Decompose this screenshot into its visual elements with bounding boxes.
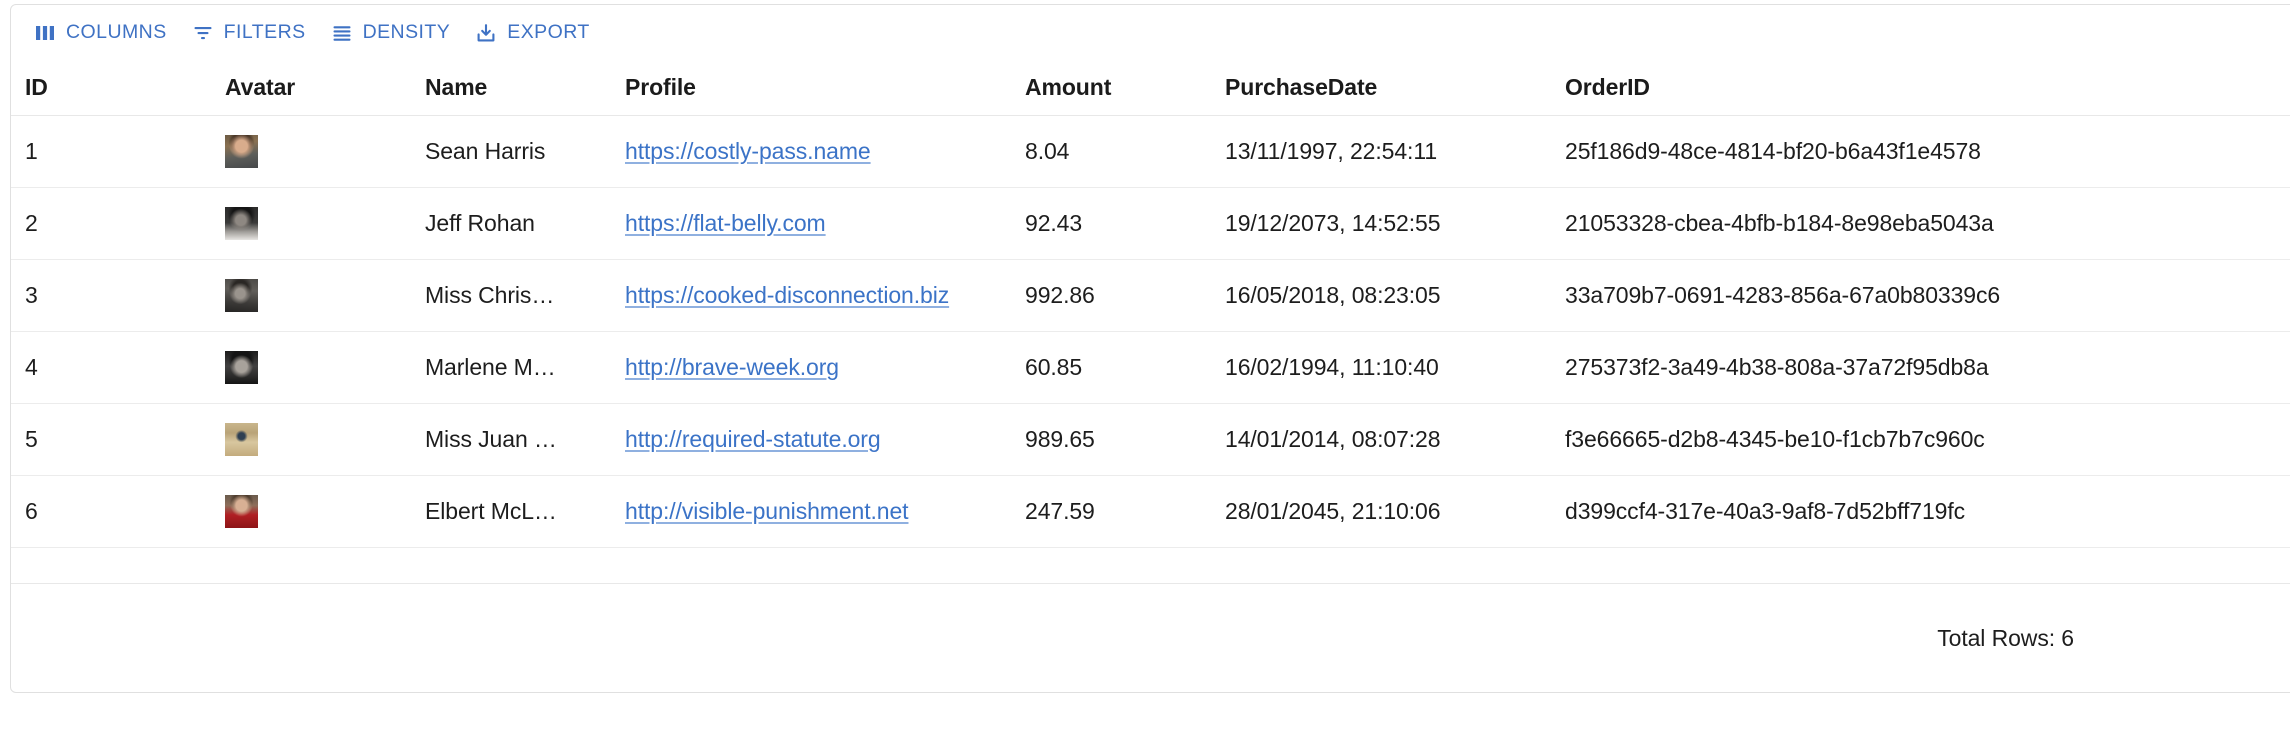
cell-name[interactable]: Elbert McL… (411, 498, 611, 525)
cell-orderid[interactable]: 21053328-cbea-4bfb-b184-8e98eba5043a (1565, 210, 1994, 236)
cell-name-text: Sean Harris (425, 138, 546, 164)
cell-id[interactable]: 3 (25, 282, 38, 308)
export-button[interactable]: EXPORT (464, 15, 600, 51)
filters-button[interactable]: FILTERS (181, 15, 316, 51)
cell-orderid[interactable]: 275373f2-3a49-4b38-808a-37a72f95db8a (1565, 354, 1989, 380)
cell-orderid[interactable]: 33a709b7-0691-4283-856a-67a0b80339c6 (1565, 282, 2001, 308)
cell-profile[interactable]: https://cooked-disconnection.biz (611, 282, 1011, 309)
cell-name[interactable]: Miss Juan … (411, 426, 611, 453)
cell-name-text: Elbert McL… (425, 498, 557, 524)
cell-amount[interactable]: 8.04 (1025, 138, 1070, 164)
export-button-label: EXPORT (507, 21, 590, 43)
table-row[interactable]: 5 Miss Juan … http://required-statute.or… (11, 404, 2290, 476)
cell-name[interactable]: Sean Harris (411, 138, 611, 165)
column-header-id[interactable]: ID (25, 74, 48, 100)
density-button-label: DENSITY (362, 21, 451, 43)
grid-footer: Total Rows: 6 (11, 583, 2290, 692)
cell-name-text: Jeff Rohan (425, 210, 535, 236)
cell-name[interactable]: Miss Chris… (411, 282, 611, 309)
column-header-profile[interactable]: Profile (625, 74, 696, 100)
cell-orderid[interactable]: d399ccf4-317e-40a3-9af8-7d52bff719fc (1565, 498, 1966, 524)
grid-toolbar: COLUMNS FILTERS (11, 5, 2290, 60)
cell-id[interactable]: 1 (25, 138, 38, 164)
cell-name[interactable]: Jeff Rohan (411, 210, 611, 237)
profile-link[interactable]: https://cooked-disconnection.biz (625, 282, 950, 308)
cell-id[interactable]: 6 (25, 498, 38, 524)
density-icon (330, 21, 354, 45)
cell-purchasedate[interactable]: 16/02/1994, 11:10:40 (1225, 354, 1439, 380)
cell-name-text: Marlene M… (425, 354, 556, 380)
cell-amount[interactable]: 992.86 (1025, 282, 1095, 308)
cell-amount[interactable]: 92.43 (1025, 210, 1083, 236)
table-row[interactable]: 2 Jeff Rohan https://flat-belly.com 92.4… (11, 188, 2290, 260)
cell-purchasedate[interactable]: 14/01/2014, 08:07:28 (1225, 426, 1441, 452)
cell-purchasedate[interactable]: 16/05/2018, 08:23:05 (1225, 282, 1441, 308)
cell-avatar[interactable] (211, 423, 411, 456)
table-row[interactable]: 4 Marlene M… http://brave-week.org 60.85… (11, 332, 2290, 404)
column-header-row: ID Avatar Name Profile Amount PurchaseDa… (11, 60, 2290, 116)
cell-profile[interactable]: https://costly-pass.name (611, 138, 1011, 165)
cell-id[interactable]: 4 (25, 354, 38, 380)
columns-button[interactable]: COLUMNS (23, 15, 177, 51)
columns-button-label: COLUMNS (66, 21, 167, 43)
profile-link[interactable]: http://brave-week.org (625, 354, 839, 380)
column-header-name[interactable]: Name (425, 74, 488, 100)
table-row[interactable]: 3 Miss Chris… https://cooked-disconnecti… (11, 260, 2290, 332)
filters-button-label: FILTERS (223, 21, 306, 43)
cell-avatar[interactable] (211, 495, 411, 528)
cell-name[interactable]: Marlene M… (411, 354, 611, 381)
cell-avatar[interactable] (211, 351, 411, 384)
data-grid: COLUMNS FILTERS (10, 4, 2290, 693)
cell-profile[interactable]: http://visible-punishment.net (611, 498, 1011, 525)
cell-id[interactable]: 2 (25, 210, 38, 236)
cell-profile[interactable]: http://brave-week.org (611, 354, 1011, 381)
grid-body: 1 Sean Harris https://costly-pass.name 8… (11, 116, 2290, 548)
avatar-image (225, 279, 258, 312)
cell-avatar[interactable] (211, 135, 411, 168)
cell-purchasedate[interactable]: 28/01/2045, 21:10:06 (1225, 498, 1441, 524)
filter-icon (191, 21, 215, 45)
profile-link[interactable]: https://flat-belly.com (625, 210, 826, 236)
columns-icon (33, 21, 57, 45)
avatar-image (225, 423, 258, 456)
avatar-image (225, 495, 258, 528)
cell-purchasedate[interactable]: 19/12/2073, 14:52:55 (1225, 210, 1441, 236)
cell-name-text: Miss Chris… (425, 282, 555, 308)
density-button[interactable]: DENSITY (320, 15, 461, 51)
cell-amount[interactable]: 247.59 (1025, 498, 1095, 524)
cell-profile[interactable]: http://required-statute.org (611, 426, 1011, 453)
avatar-image (225, 351, 258, 384)
cell-orderid[interactable]: f3e66665-d2b8-4345-be10-f1cb7b7c960c (1565, 426, 1985, 452)
table-row[interactable]: 1 Sean Harris https://costly-pass.name 8… (11, 116, 2290, 188)
cell-id[interactable]: 5 (25, 426, 38, 452)
cell-orderid[interactable]: 25f186d9-48ce-4814-bf20-b6a43f1e4578 (1565, 138, 1981, 164)
avatar-image (225, 135, 258, 168)
cell-amount[interactable]: 989.65 (1025, 426, 1095, 452)
cell-avatar[interactable] (211, 279, 411, 312)
column-header-orderid[interactable]: OrderID (1565, 74, 1650, 100)
cell-avatar[interactable] (211, 207, 411, 240)
profile-link[interactable]: https://costly-pass.name (625, 138, 871, 164)
column-header-amount[interactable]: Amount (1025, 74, 1112, 100)
table-row[interactable]: 6 Elbert McL… http://visible-punishment.… (11, 476, 2290, 548)
column-header-purchasedate[interactable]: PurchaseDate (1225, 74, 1378, 100)
total-rows-label: Total Rows: 6 (1937, 624, 2074, 651)
column-header-avatar[interactable]: Avatar (225, 74, 296, 100)
avatar-image (225, 207, 258, 240)
cell-amount[interactable]: 60.85 (1025, 354, 1083, 380)
cell-purchasedate[interactable]: 13/11/1997, 22:54:11 (1225, 138, 1438, 164)
export-icon (474, 21, 498, 45)
cell-name-text: Miss Juan … (425, 426, 557, 452)
profile-link[interactable]: http://required-statute.org (625, 426, 881, 452)
profile-link[interactable]: http://visible-punishment.net (625, 498, 909, 524)
cell-profile[interactable]: https://flat-belly.com (611, 210, 1011, 237)
